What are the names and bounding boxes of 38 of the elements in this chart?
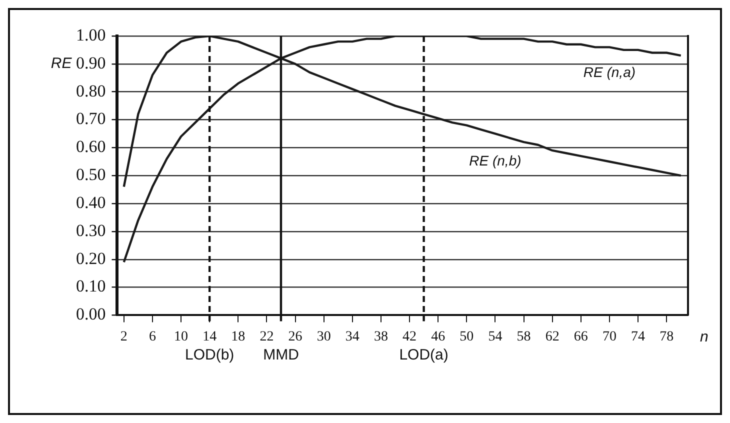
x-tick-label: 58	[516, 329, 531, 344]
ref-line-label: MMD	[263, 346, 300, 364]
x-tick-label: 70	[602, 329, 616, 344]
y-tick-label: 0.00	[76, 304, 106, 324]
y-tick-label: 0.10	[76, 276, 106, 296]
y-tick-label: 0.50	[76, 165, 106, 184]
x-tick-label: 62	[545, 329, 560, 344]
x-tick-label: 22	[260, 329, 274, 344]
x-tick-label: 30	[316, 329, 331, 344]
y-tick-label: 0.80	[76, 81, 106, 100]
x-tick-label: 66	[574, 329, 588, 344]
series-label: RE (n,a)	[583, 64, 636, 80]
x-tick-label: 2	[120, 329, 128, 344]
x-tick-label: 34	[345, 329, 360, 344]
x-tick-label: 42	[402, 329, 417, 344]
ref-line-label: LOD(a)	[399, 346, 448, 364]
x-tick-label: 46	[431, 329, 446, 344]
x-tick-label: 10	[174, 329, 188, 344]
y-tick-label: 0.20	[76, 248, 106, 268]
x-tick-label: 14	[202, 329, 217, 344]
y-tick-label: 0.30	[76, 220, 106, 240]
x-tick-label: 74	[631, 329, 646, 344]
ref-line-label: LOD(b)	[184, 346, 234, 364]
y-axis-title: RE	[50, 55, 73, 72]
x-tick-label: 78	[660, 329, 674, 344]
x-tick-label: 38	[374, 329, 388, 344]
y-tick-label: 0.40	[76, 192, 106, 212]
x-tick-label: 50	[460, 329, 474, 344]
x-tick-label: 18	[231, 329, 246, 344]
x-tick-label: 54	[488, 329, 502, 344]
x-axis-title: n	[700, 328, 708, 346]
x-tick-label: 6	[148, 329, 156, 344]
y-tick-label: 1.00	[76, 25, 106, 44]
series-label: RE (n,b)	[469, 152, 522, 169]
y-tick-label: 0.60	[76, 137, 106, 156]
x-tick-label: 26	[288, 329, 302, 344]
y-tick-label: 0.90	[76, 53, 106, 72]
y-tick-label: 0.70	[76, 109, 106, 128]
